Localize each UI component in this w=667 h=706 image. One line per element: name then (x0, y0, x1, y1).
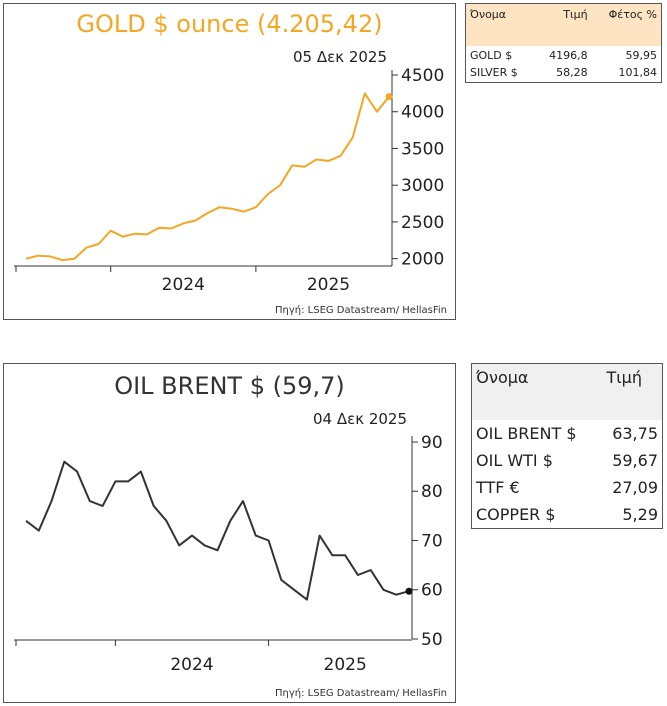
y-tick-label: 4500 (401, 66, 444, 86)
energy-col-name: Όνομα (476, 368, 529, 387)
energy-row-name: TTF € (476, 478, 520, 497)
y-tick-label: 2500 (401, 213, 444, 233)
y-tick-label: 70 (421, 531, 443, 551)
y-tick-label: 4000 (401, 103, 444, 123)
energy-row-price: 59,67 (612, 451, 658, 470)
last-value-marker (385, 93, 393, 101)
y-tick-label: 2000 (401, 250, 444, 270)
oil-chart-title: OIL BRENT $ (59,7) (114, 372, 345, 400)
metals-row-name: GOLD $ (470, 48, 513, 62)
metals-col-price: Τιμή (563, 8, 588, 21)
gold-chart-date: 05 Δεκ 2025 (292, 48, 387, 66)
oil-chart-date: 04 Δεκ 2025 (312, 410, 407, 428)
metals-table-header: Όνομα Τιμή Φέτος % (465, 3, 662, 46)
metals-table: Όνομα Τιμή Φέτος % GOLD $ 4196,8 59,95 S… (465, 3, 662, 83)
table-row: OIL WTI $ 59,67 (472, 447, 663, 474)
gold-chart-source: Πηγή: LSEG Datastream/ HellasFin (274, 305, 447, 316)
y-tick-label: 90 (421, 433, 443, 453)
x-tick-label: 2024 (170, 655, 213, 675)
y-tick-label: 60 (421, 581, 443, 601)
metals-row-ytd: 101,84 (618, 66, 658, 80)
table-row: SILVER $ 58,28 101,84 (466, 64, 662, 82)
series-line (25, 92, 390, 262)
gold-chart-title: GOLD $ ounce (4.205,42) (76, 10, 383, 38)
x-tick-label: 2025 (324, 655, 367, 675)
metals-row-name: SILVER $ (470, 66, 518, 80)
energy-col-price: Τιμή (606, 368, 642, 387)
x-tick-label: 2025 (307, 275, 350, 295)
gold-chart-panel: GOLD $ ounce (4.205,42) 05 Δεκ 2025 2000… (3, 3, 456, 320)
metals-row-price: 4196,8 (549, 48, 588, 62)
table-row: OIL BRENT $ 63,75 (472, 420, 663, 447)
metals-row-ytd: 59,95 (625, 48, 658, 62)
energy-row-price: 27,09 (612, 478, 658, 497)
series-line (25, 460, 410, 601)
table-row: TTF € 27,09 (472, 474, 663, 501)
y-tick-label: 50 (421, 630, 443, 650)
y-tick-label: 3000 (401, 176, 444, 196)
x-tick-label: 2024 (162, 275, 205, 295)
oil-chart-panel: OIL BRENT $ (59,7) 04 Δεκ 2025 50 60 70 80 9… (3, 363, 456, 703)
metals-row-price: 58,28 (556, 66, 588, 80)
metals-col-name: Όνομα (470, 8, 507, 21)
energy-row-price: 5,29 (622, 504, 658, 524)
energy-row-price: 63,75 (612, 424, 658, 443)
energy-row-name: COPPER $ (476, 504, 556, 524)
energy-row-name: OIL BRENT $ (476, 424, 577, 443)
oil-line-chart: 50 60 70 80 90 2024 2025 (14, 433, 443, 675)
y-tick-label: 3500 (401, 139, 444, 159)
oil-chart-source: Πηγή: LSEG Datastream/ HellasFin (274, 688, 447, 699)
energy-table-header: Όνομα Τιμή (471, 363, 663, 420)
energy-table: Όνομα Τιμή OIL BRENT $ 63,75 OIL WTI $ 5… (471, 363, 663, 529)
last-value-marker (405, 587, 413, 595)
table-row: GOLD $ 4196,8 59,95 (466, 46, 662, 64)
metals-col-ytd: Φέτος % (608, 8, 657, 21)
table-row: COPPER $ 5,29 (472, 501, 663, 528)
energy-row-name: OIL WTI $ (476, 451, 553, 470)
y-tick-label: 80 (421, 482, 443, 502)
gold-line-chart: 2000 2500 3000 3500 4000 4500 2024 2025 (14, 66, 444, 295)
